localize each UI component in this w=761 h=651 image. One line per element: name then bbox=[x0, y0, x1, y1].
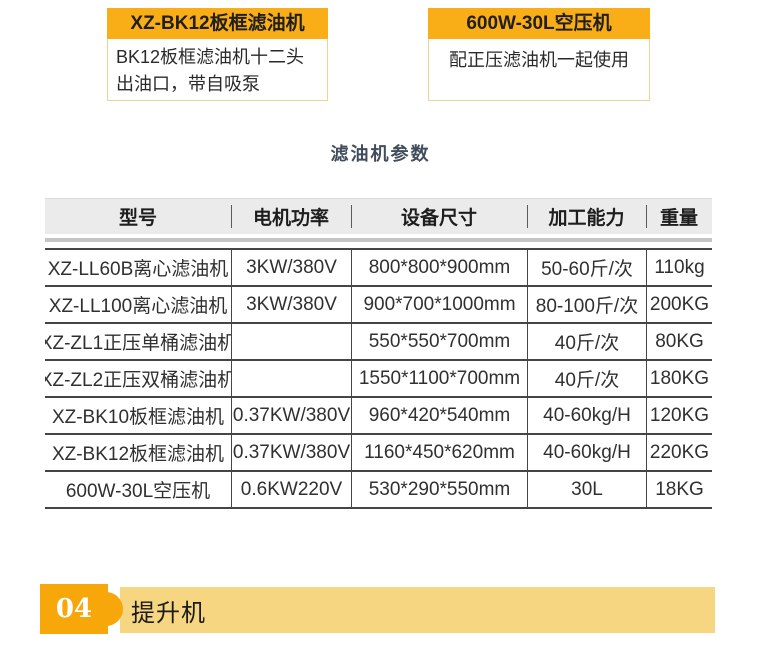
cell-capacity: 80-100斤/次 bbox=[527, 287, 646, 322]
cell-dimensions: 530*290*550mm bbox=[351, 472, 527, 507]
cell-dimensions: 960*420*540mm bbox=[351, 398, 527, 433]
table-row: XZ-LL60B离心滤油机 3KW/380V 800*800*900mm 50-… bbox=[45, 248, 712, 285]
parameters-table: 型号 电机功率 设备尺寸 加工能力 重量 XZ-LL60B离心滤油机 3KW/3… bbox=[45, 198, 712, 509]
cell-model: XZ-ZL2正压双桶滤油机 bbox=[45, 370, 231, 391]
cell-power bbox=[231, 361, 351, 396]
product-card-compressor: 600W-30L空压机 配正压滤油机一起使用 bbox=[428, 8, 650, 101]
table-row: XZ-BK10板框滤油机 0.37KW/380V 960*420*540mm 4… bbox=[45, 396, 712, 433]
column-header-weight: 重量 bbox=[646, 199, 712, 234]
cell-power: 3KW/380V bbox=[231, 250, 351, 285]
cell-dimensions: 900*700*1000mm bbox=[351, 287, 527, 322]
product-card-title: 600W-30L空压机 bbox=[428, 8, 650, 39]
cell-power: 0.37KW/380V bbox=[231, 435, 351, 470]
cell-power: 0.37KW/380V bbox=[231, 398, 351, 433]
section-banner-label: 提升机 bbox=[131, 599, 206, 627]
column-header-model: 型号 bbox=[118, 208, 157, 229]
product-card-description: 配正压滤油机一起使用 bbox=[428, 39, 650, 101]
cell-model: XZ-LL100离心滤油机 bbox=[48, 296, 228, 317]
cell-capacity: 40-60kg/H bbox=[527, 398, 646, 433]
product-card-title: XZ-BK12板框滤油机 bbox=[107, 8, 328, 39]
cell-power bbox=[231, 324, 351, 359]
table-header-divider bbox=[45, 238, 712, 242]
table-body: XZ-LL60B离心滤油机 3KW/380V 800*800*900mm 50-… bbox=[45, 248, 712, 509]
cell-dimensions: 1550*1100*700mm bbox=[351, 361, 527, 396]
table-row: XZ-BK12板框滤油机 0.37KW/380V 1160*450*620mm … bbox=[45, 433, 712, 470]
cell-model: 600W-30L空压机 bbox=[65, 481, 211, 502]
cell-capacity: 50-60斤/次 bbox=[527, 250, 646, 285]
cell-weight: 80KG bbox=[646, 324, 712, 359]
cell-weight: 180KG bbox=[646, 361, 712, 396]
table-row: 600W-30L空压机 0.6KW220V 530*290*550mm 30L … bbox=[45, 470, 712, 507]
cell-capacity: 40斤/次 bbox=[527, 324, 646, 359]
cell-power: 3KW/380V bbox=[231, 287, 351, 322]
cell-dimensions: 800*800*900mm bbox=[351, 250, 527, 285]
cell-model: XZ-ZL1正压单桶滤油机 bbox=[45, 333, 231, 354]
cell-dimensions: 1160*450*620mm bbox=[351, 435, 527, 470]
section-number-badge: 04 bbox=[40, 584, 123, 634]
column-header-motor-power: 电机功率 bbox=[231, 199, 351, 234]
section-banner: 提升机 bbox=[120, 587, 715, 633]
cell-weight: 120KG bbox=[646, 398, 712, 433]
cell-weight: 110kg bbox=[646, 250, 712, 285]
cell-capacity: 40斤/次 bbox=[527, 361, 646, 396]
table-header-row: 型号 电机功率 设备尺寸 加工能力 重量 bbox=[45, 198, 712, 234]
product-card-description: BK12板框滤油机十二头出油口，带自吸泵 bbox=[107, 39, 328, 101]
table-row: XZ-ZL1正压单桶滤油机 550*550*700mm 40斤/次 80KG bbox=[45, 322, 712, 359]
section-number: 04 bbox=[55, 594, 93, 624]
cell-model: XZ-LL60B离心滤油机 bbox=[47, 259, 229, 280]
table-row: XZ-ZL2正压双桶滤油机 1550*1100*700mm 40斤/次 180K… bbox=[45, 359, 712, 396]
cell-capacity: 40-60kg/H bbox=[527, 435, 646, 470]
table-row: XZ-LL100离心滤油机 3KW/380V 900*700*1000mm 80… bbox=[45, 285, 712, 322]
cell-weight: 18KG bbox=[646, 472, 712, 507]
cell-model: XZ-BK10板框滤油机 bbox=[51, 407, 225, 428]
cell-capacity: 30L bbox=[527, 472, 646, 507]
product-card-bk12: XZ-BK12板框滤油机 BK12板框滤油机十二头出油口，带自吸泵 bbox=[107, 8, 328, 101]
cell-weight: 220KG bbox=[646, 435, 712, 470]
cell-model: XZ-BK12板框滤油机 bbox=[51, 444, 225, 465]
cell-dimensions: 550*550*700mm bbox=[351, 324, 527, 359]
column-header-dimensions: 设备尺寸 bbox=[351, 199, 527, 234]
section-title: 滤油机参数 bbox=[330, 144, 431, 164]
cell-weight: 200KG bbox=[646, 287, 712, 322]
column-header-capacity: 加工能力 bbox=[527, 199, 646, 234]
cell-power: 0.6KW220V bbox=[231, 472, 351, 507]
